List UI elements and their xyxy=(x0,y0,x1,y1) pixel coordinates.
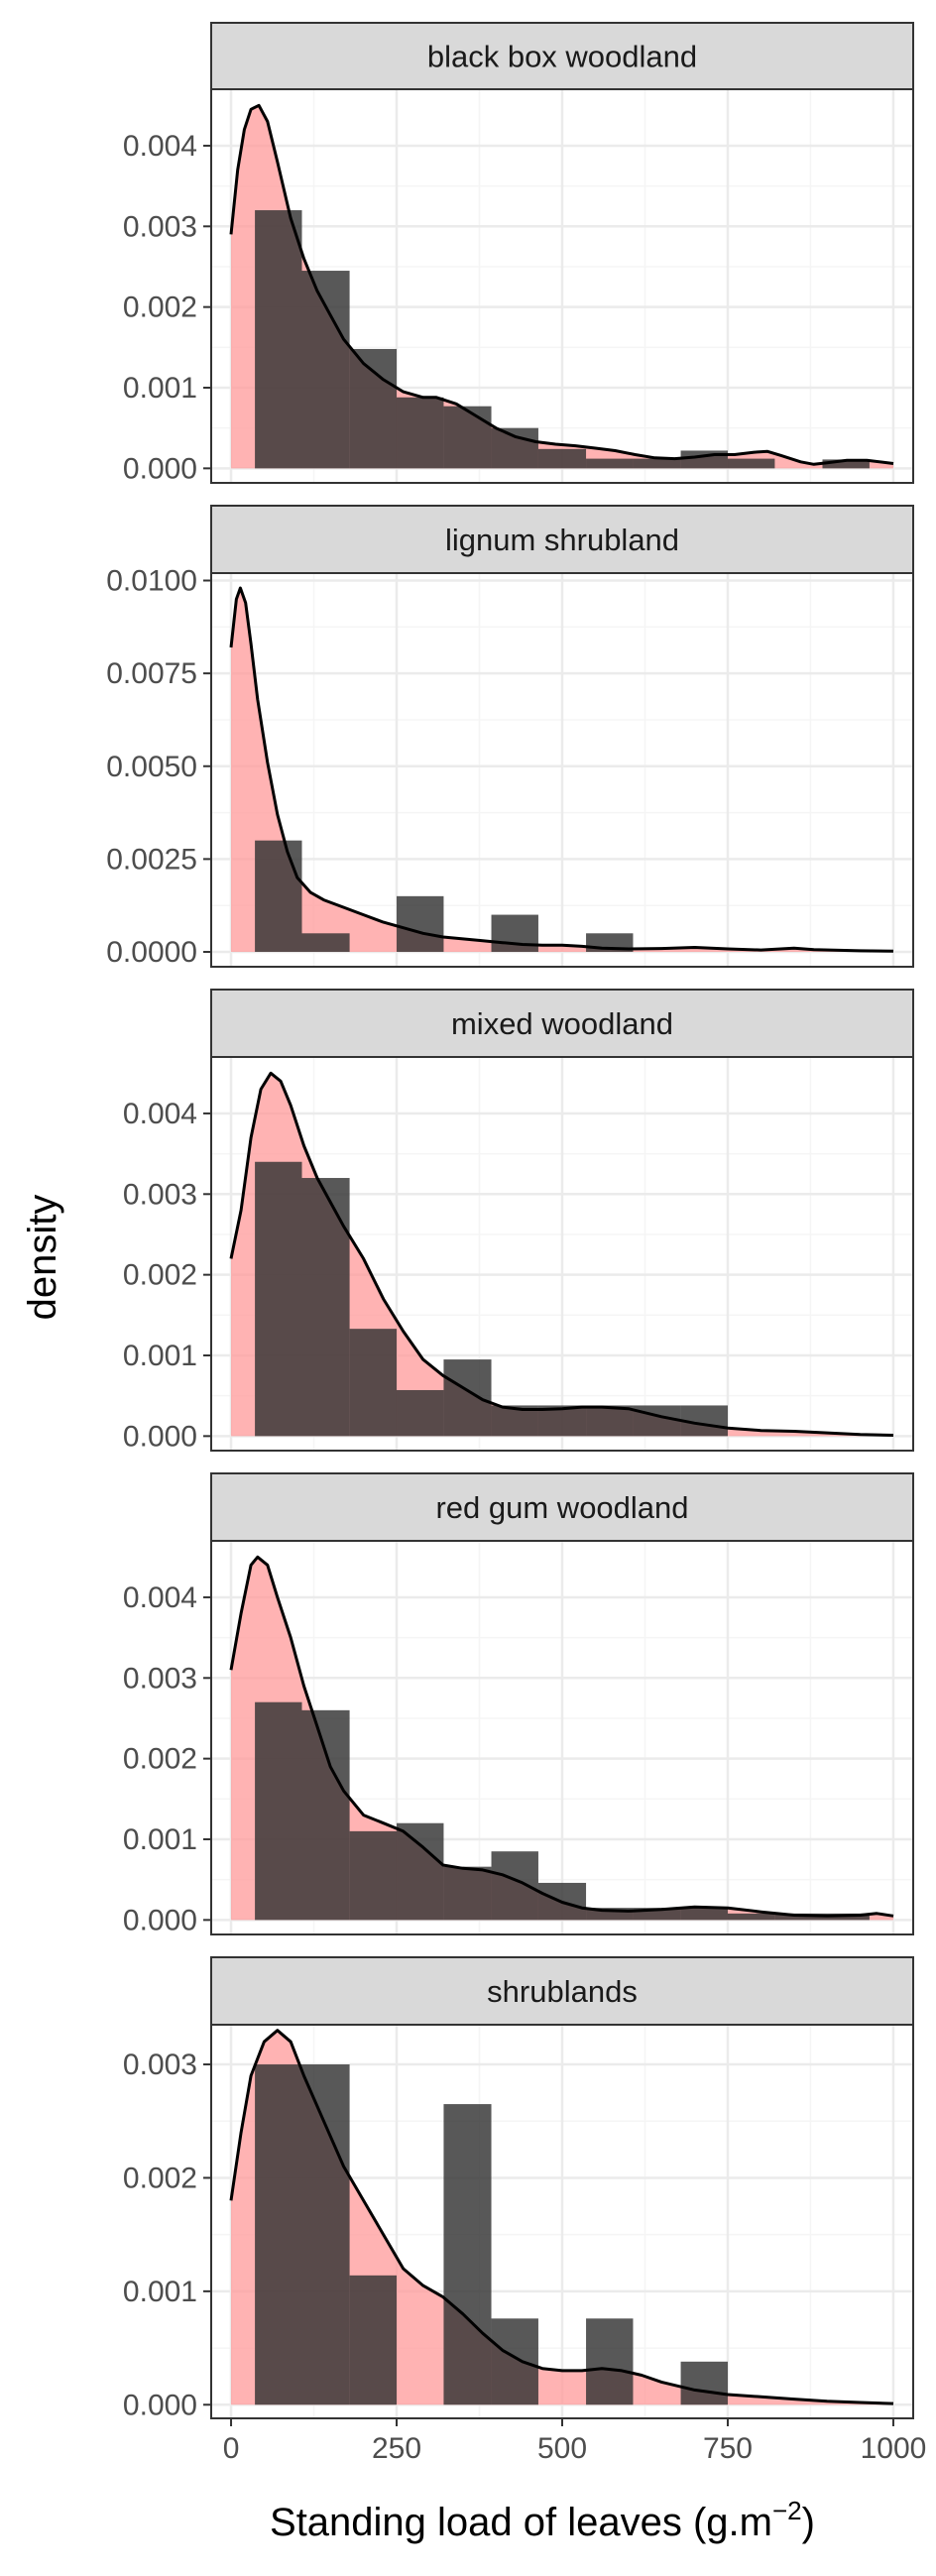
histogram-bar xyxy=(443,1359,492,1437)
facet-title: lignum shrubland xyxy=(445,523,679,557)
histogram-bar xyxy=(443,1866,492,1921)
y-tick-label: 0.004 xyxy=(123,1098,197,1130)
histogram-bar xyxy=(397,1389,444,1437)
facet-panel: black box woodland 0.000 0.001 0.002 0.003 0.… xyxy=(123,22,914,485)
histogram-bar xyxy=(491,2318,538,2405)
histogram-bar xyxy=(349,1830,398,1921)
y-tick-label: 0.002 xyxy=(123,292,197,324)
histogram-bar xyxy=(680,2361,728,2405)
facet-strip xyxy=(210,1956,914,2026)
density-line xyxy=(229,103,894,466)
histogram-bar xyxy=(537,448,587,469)
facet-strip xyxy=(210,505,914,574)
histogram-bar xyxy=(443,2104,492,2405)
facet-panel: mixed woodland 0.000 0.001 0.002 0.003 0.004 xyxy=(123,989,914,1453)
y-tick-label: 0.002 xyxy=(123,1259,197,1292)
density-line xyxy=(229,2029,894,2405)
facet-title: black box woodland xyxy=(427,40,697,74)
y-tick-label: 0.003 xyxy=(123,1178,197,1211)
y-tick-label: 0.004 xyxy=(123,1581,197,1614)
histogram-bar xyxy=(349,1329,398,1437)
y-tick-label: 0.0000 xyxy=(106,936,197,969)
panel-border xyxy=(210,1540,914,1935)
histogram-bar xyxy=(586,458,634,469)
histogram-bar xyxy=(255,840,302,953)
histogram-bar xyxy=(727,458,775,469)
histogram-bar xyxy=(301,2064,350,2405)
histogram-bar xyxy=(301,271,350,469)
histogram-bar xyxy=(586,1405,634,1437)
facet-title: shrublands xyxy=(487,1974,638,2009)
y-axis-title: density xyxy=(21,1195,64,1321)
x-tick-label: 250 xyxy=(372,2432,421,2465)
histogram-bar xyxy=(255,1701,302,1921)
histogram-bar xyxy=(397,895,444,953)
y-tick-label: 0.001 xyxy=(123,1340,197,1372)
facet-panel: red gum woodland 0.000 0.001 0.002 0.003 0.00… xyxy=(123,1472,914,1936)
y-tick-label: 0.000 xyxy=(123,1904,197,1936)
histogram-bar xyxy=(822,459,870,469)
density-line xyxy=(229,1555,894,1918)
histogram-bar xyxy=(443,406,492,469)
facet-strip xyxy=(210,989,914,1058)
y-tick-label: 0.0100 xyxy=(106,564,197,597)
x-tick-label: 1000 xyxy=(861,2432,927,2465)
histogram-bar xyxy=(586,2318,634,2405)
histogram-bar xyxy=(680,1908,728,1921)
panel-border xyxy=(210,572,914,968)
facet-panel: shrublands 0.000 0.001 0.002 0.003 0 250 500 750… xyxy=(123,1956,927,2465)
x-axis-title-superscript: −2 xyxy=(772,2496,802,2525)
y-tick-label: 0.0050 xyxy=(106,751,197,783)
panel-border xyxy=(210,88,914,484)
x-axis-title-main: Standing load of leaves (g.m xyxy=(270,2501,772,2544)
histogram-bar xyxy=(301,1709,350,1921)
density-line xyxy=(229,586,894,953)
histogram-bar xyxy=(301,1178,350,1437)
y-tick-label: 0.002 xyxy=(123,1743,197,1776)
histogram-bar xyxy=(491,914,538,953)
facet-title: red gum woodland xyxy=(435,1490,688,1525)
y-tick-label: 0.002 xyxy=(123,2162,197,2194)
y-tick-label: 0.001 xyxy=(123,372,197,405)
y-tick-label: 0.003 xyxy=(123,210,197,243)
histogram-bar xyxy=(397,397,444,469)
histogram-bar xyxy=(491,427,538,469)
histogram-bar xyxy=(633,458,681,469)
y-tick-label: 0.0075 xyxy=(106,657,197,690)
histogram-bar xyxy=(255,2064,302,2405)
facet-strip xyxy=(210,1472,914,1542)
panel-border xyxy=(210,1056,914,1452)
histogram-bar xyxy=(255,210,302,469)
y-tick-label: 0.0025 xyxy=(106,843,197,876)
y-tick-label: 0.000 xyxy=(123,452,197,485)
y-tick-label: 0.003 xyxy=(123,2049,197,2081)
density-line xyxy=(229,1071,894,1437)
y-tick-label: 0.000 xyxy=(123,1420,197,1453)
y-tick-label: 0.004 xyxy=(123,130,197,163)
histogram-bar xyxy=(301,933,350,953)
histogram-bar xyxy=(397,1822,444,1921)
x-tick-label: 750 xyxy=(703,2432,753,2465)
x-axis-title: Standing load of leaves (g.m−2) xyxy=(270,2496,815,2544)
y-tick-label: 0.003 xyxy=(123,1662,197,1695)
facet-panel: lignum shrubland 0.0000 0.0025 0.0050 0.0075… xyxy=(106,505,914,969)
histogram-bar xyxy=(349,2275,398,2405)
y-tick-label: 0.001 xyxy=(123,1823,197,1856)
histogram-bar xyxy=(349,348,398,469)
y-tick-label: 0.000 xyxy=(123,2389,197,2421)
y-tick-label: 0.001 xyxy=(123,2276,197,2308)
facet-title: mixed woodland xyxy=(451,1006,673,1041)
histogram-bar xyxy=(491,1851,538,1921)
x-tick-label: 500 xyxy=(537,2432,587,2465)
histogram-bar xyxy=(727,1913,775,1921)
facet-strip xyxy=(210,22,914,90)
x-axis-title-suffix: ) xyxy=(802,2501,815,2544)
histogram-bar xyxy=(255,1161,302,1437)
x-tick-label: 0 xyxy=(223,2432,240,2465)
